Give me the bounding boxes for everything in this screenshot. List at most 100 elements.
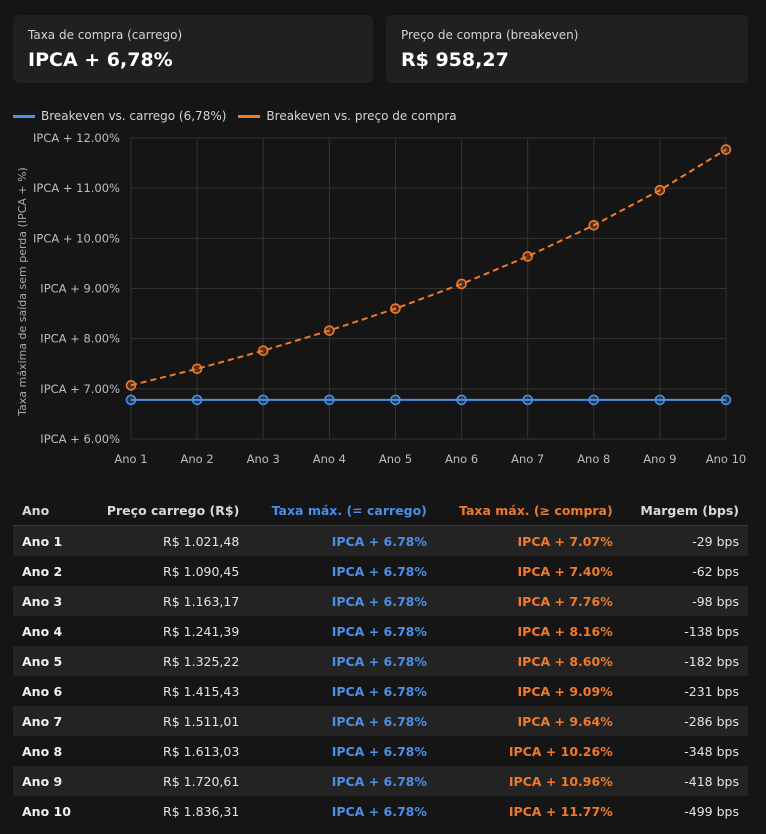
data-point-purchase — [191, 363, 203, 375]
x-tick-label: Ano 6 — [445, 452, 478, 466]
cell-taxa-compra: IPCA + 9.64% — [435, 706, 622, 736]
cell-taxa-carrego: IPCA + 6.78% — [331, 563, 427, 579]
cell-taxa-compra: IPCA + 8.60% — [435, 646, 622, 676]
y-tick-label: IPCA + 11.00% — [33, 181, 120, 195]
carry-rate-value: IPCA + 6,78% — [28, 49, 173, 71]
y-tick-label: IPCA + 8.00% — [40, 332, 120, 346]
data-point-carry — [324, 394, 335, 406]
breakeven-price-card: Preço de compra (breakeven) R$ 958,27 — [386, 15, 748, 83]
cell-taxa-carrego: IPCA + 6.78% — [248, 766, 436, 796]
breakeven-price-label: Preço de compra (breakeven) — [401, 28, 579, 42]
x-tick-label: Ano 3 — [247, 452, 280, 466]
breakeven-price-value: R$ 958,27 — [401, 49, 509, 71]
cell-preco-carrego: R$ 1.241,39 — [163, 623, 240, 639]
cell-preco-carrego: R$ 1.836,31 — [163, 803, 240, 819]
cell-margem: -98 bps — [621, 586, 748, 616]
breakeven-line-chart: IPCA + 6.00% IPCA + 7.00% IPCA + 8.00% IPCA… — [16, 131, 746, 466]
cell-taxa-compra: IPCA + 8.16% — [517, 623, 613, 639]
x-tick-label: Ano 8 — [577, 452, 610, 466]
x-tick-label: Ano 1 — [114, 452, 147, 466]
y-tick-label: IPCA + 12.00% — [33, 131, 120, 145]
data-point-purchase — [125, 380, 137, 391]
table-row: Ano 1 R$ 1.021,48 IPCA + 6.78% IPCA + 7.07%… — [13, 525, 748, 556]
data-point-carry — [390, 394, 401, 406]
x-tick-label: Ano 9 — [643, 452, 676, 466]
cell-taxa-compra: IPCA + 10.96% — [435, 766, 622, 796]
cell-preco-carrego: R$ 1.613,03 — [163, 743, 240, 759]
cell-taxa-carrego: IPCA + 6.78% — [248, 706, 436, 736]
y-tick-label: IPCA + 6.00% — [40, 432, 120, 446]
cell-taxa-compra: IPCA + 9.09% — [517, 683, 613, 699]
x-tick-label: Ano 2 — [181, 452, 214, 466]
cell-preco-carrego: R$ 1.090,45 — [163, 563, 240, 579]
data-point-carry — [654, 394, 666, 406]
cell-preco-carrego: R$ 1.325,22 — [85, 646, 249, 676]
cell-taxa-compra: IPCA + 7.76% — [435, 586, 622, 616]
cell-margem: -418 bps — [621, 766, 748, 796]
legend-item-purchase[interactable]: Breakeven vs. preço de compra — [238, 109, 457, 123]
cell-preco-carrego: R$ 1.720,61 — [85, 766, 249, 796]
cell-taxa-compra: IPCA + 11.77% — [508, 803, 613, 819]
table-row: Ano 8 R$ 1.613,03 IPCA + 6.78% IPCA + 10.26… — [13, 736, 748, 766]
table-row: Ano 6 R$ 1.415,43 IPCA + 6.78% IPCA + 9.09%… — [13, 676, 748, 706]
table-header-row: Ano Preço carrego (R$) Taxa máx. (= carr… — [13, 495, 748, 526]
x-tick-label: Ano 7 — [511, 452, 544, 466]
data-point-purchase — [588, 219, 600, 231]
cell-taxa-carrego: IPCA + 6.78% — [248, 586, 436, 616]
cell-margem: -499 bps — [684, 803, 739, 819]
data-point-carry — [257, 394, 269, 406]
x-tick-label: Ano 5 — [379, 452, 412, 466]
cell-taxa-carrego: IPCA + 6.78% — [331, 743, 427, 759]
legend-swatch-carry — [13, 114, 35, 118]
cell-taxa-compra: IPCA + 7.40% — [517, 563, 613, 579]
table-row: Ano 2 R$ 1.090,45 IPCA + 6.78% IPCA + 7.40%… — [13, 556, 748, 586]
cell-margem: -182 bps — [621, 646, 748, 676]
data-point-purchase — [257, 345, 269, 357]
cell-margem: -231 bps — [684, 683, 739, 699]
breakeven-table: Ano Preço carrego (R$) Taxa máx. (= carr… — [13, 495, 748, 826]
cell-taxa-carrego: IPCA + 6.78% — [331, 623, 427, 639]
cell-taxa-carrego: IPCA + 6.78% — [248, 525, 436, 556]
y-tick-label: IPCA + 9.00% — [40, 282, 120, 296]
data-point-carry — [588, 394, 600, 406]
y-tick-label: IPCA + 7.00% — [40, 382, 120, 396]
cell-taxa-carrego: IPCA + 6.78% — [331, 683, 427, 699]
legend-label-purchase: Breakeven vs. preço de compra — [266, 109, 457, 123]
carry-rate-label: Taxa de compra (carrego) — [28, 28, 183, 42]
cell-preco-carrego: R$ 1.511,01 — [85, 706, 249, 736]
cell-taxa-carrego: IPCA + 6.78% — [331, 803, 427, 819]
cell-ano: Ano 3 — [13, 586, 86, 616]
cell-margem: -138 bps — [684, 623, 739, 639]
y-axis-title: Taxa máxima de saída sem perda (IPCA + %… — [16, 167, 29, 417]
cell-ano: Ano 4 — [22, 623, 63, 639]
cell-margem: -29 bps — [621, 525, 748, 556]
x-tick-label: Ano 10 — [706, 452, 746, 466]
data-point-carry — [125, 394, 137, 406]
cell-ano: Ano 5 — [13, 646, 86, 676]
data-point-purchase — [720, 144, 732, 155]
table-row: Ano 7 R$ 1.511,01 IPCA + 6.78% IPCA + 9.64%… — [13, 706, 748, 736]
cell-ano: Ano 9 — [13, 766, 86, 796]
cell-ano: Ano 2 — [22, 563, 63, 579]
cell-preco-carrego: R$ 1.021,48 — [85, 525, 249, 556]
data-point-carry — [191, 394, 203, 406]
header-preco-carrego: Preço carrego (R$) — [85, 495, 249, 526]
cell-ano: Ano 6 — [22, 683, 63, 699]
table-row: Ano 10 R$ 1.836,31 IPCA + 6.78% IPCA + 11.7… — [13, 796, 748, 826]
legend-swatch-purchase — [238, 114, 261, 118]
legend-item-carry[interactable]: Breakeven vs. carrego (6,78%) — [13, 109, 226, 123]
x-tick-label: Ano 4 — [313, 452, 346, 466]
header-margem: Margem (bps) — [621, 495, 748, 526]
cell-margem: -286 bps — [621, 706, 748, 736]
cell-preco-carrego: R$ 1.415,43 — [163, 683, 240, 699]
data-point-purchase — [456, 278, 467, 290]
carry-rate-card: Taxa de compra (carrego) IPCA + 6,78% — [13, 15, 373, 83]
header-taxa-compra: Taxa máx. (≥ compra) — [435, 495, 622, 526]
data-point-carry — [456, 394, 467, 406]
data-point-purchase — [654, 184, 666, 196]
cell-ano: Ano 10 — [22, 803, 71, 819]
table-body: Ano 1 R$ 1.021,48 IPCA + 6.78% IPCA + 7.07%… — [13, 525, 748, 827]
chart-legend: Breakeven vs. carrego (6,78%) Breakeven … — [13, 107, 469, 125]
data-point-purchase — [324, 325, 335, 336]
cell-ano: Ano 7 — [13, 706, 86, 736]
